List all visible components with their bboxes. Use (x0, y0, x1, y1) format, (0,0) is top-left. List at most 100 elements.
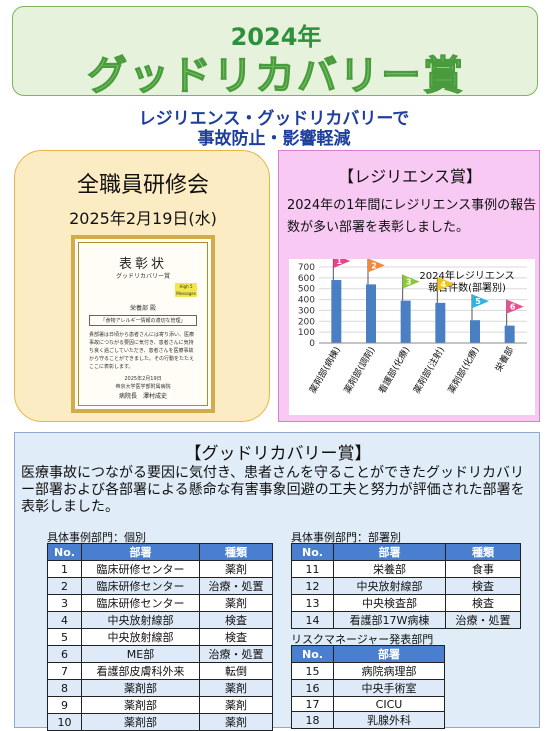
y-tick-label: 700 (298, 263, 315, 273)
cell-no: 8 (47, 679, 82, 697)
cell-no: 7 (47, 662, 82, 680)
chart-bar (504, 325, 515, 343)
col-dept: 部署 (333, 543, 446, 561)
y-tick-label: 200 (298, 317, 315, 327)
x-tick-label: 薬剤部(病棟) (307, 345, 343, 396)
table-row: 11 栄養部 食事 (291, 560, 521, 578)
certificate-date: 2025年2月19日 (124, 376, 162, 382)
table-row: 6 ME部 治療・処置 (47, 645, 273, 663)
chart-bar (366, 284, 376, 343)
cell-no: 12 (291, 577, 334, 595)
cell-dept: 臨床研修センター (81, 560, 200, 578)
x-tick-label: 看護部(化療) (376, 345, 412, 396)
cell-dept: 看護部17W病棟 (333, 611, 446, 629)
chart-bar (470, 320, 480, 343)
rank-flag (437, 276, 455, 291)
cell-type: 薬剤 (199, 560, 273, 578)
table-row: 12 中央放射線部 検査 (291, 577, 521, 595)
cell-no: 16 (291, 679, 334, 697)
table-row: 7 看護部皮膚科外来 転倒 (47, 662, 273, 680)
chart-bar (331, 280, 342, 343)
cell-type: 検査 (445, 577, 521, 595)
cell-type: 治療・処置 (199, 645, 273, 663)
cell-dept: 病院病理部 (333, 662, 445, 680)
y-tick-label: 600 (298, 274, 315, 284)
cell-dept: 中央放射線部 (333, 577, 446, 595)
training-title: 全職員研修会 (76, 173, 209, 198)
chart-bar (435, 302, 446, 343)
col-dept: 部署 (81, 543, 200, 561)
resilience-chart: 0 100 200 300 400 500 600 700 2024年レジリエンス報告件数(部署… (289, 254, 535, 415)
cell-type: 検査 (445, 594, 521, 612)
cell-no: 9 (47, 696, 82, 714)
rank-flag (472, 294, 489, 309)
rank-label: 2 (371, 261, 377, 270)
x-tick-label: 薬剤部(調剤) (341, 345, 377, 396)
page-title: グッドリカバリー賞 (87, 53, 465, 100)
certificate-subtitle: グッドリカバリー賞 (115, 273, 170, 280)
x-tick-label: 栄養部 (492, 345, 516, 374)
cell-no: 2 (47, 577, 82, 595)
riskmanager-table-label: リスクマネージャー発表部門 (291, 633, 434, 646)
certificate-stamp: High 5 Messages (175, 283, 197, 297)
rank-flag (506, 299, 524, 314)
col-no: No. (291, 543, 334, 561)
chart-title-line1: 2024年レジリエンス (419, 269, 514, 282)
training-panel: 全職員研修会 2025年2月19日(水) 表彰状 グッドリカバリー賞 High … (14, 150, 270, 422)
col-dept: 部署 (333, 645, 445, 663)
cell-no: 3 (47, 594, 82, 612)
col-no: No. (47, 543, 82, 561)
department-table: No. 部署 種類 11 栄養部 食事 12 中央放射線部 検査 13 中央検査部 検査 14 看護… (291, 543, 521, 629)
cell-dept: 薬剤部 (81, 696, 200, 714)
certificate-image: 表彰状 グッドリカバリー賞 High 5 Messages 栄養部 殿 「食物ア… (71, 235, 215, 413)
cell-dept: 薬剤部 (81, 713, 200, 731)
cell-type: 薬剤 (199, 696, 273, 714)
cell-no: 17 (291, 696, 334, 712)
cell-dept: 中央検査部 (333, 594, 446, 612)
resilience-title: 【レジリエンス賞】 (338, 167, 482, 186)
cell-dept: 臨床研修センター (81, 577, 200, 595)
subtitle-line2: 事故防止・影響軽減 (197, 129, 351, 149)
y-tick-label: 100 (298, 328, 315, 338)
goodrecovery-description: 医療事故につながる要因に気付き、患者さんを守ることができたグッドリカバリー部署お… (21, 465, 525, 515)
resilience-panel: 【レジリエンス賞】 2024年の1年間にレジリエンス事例の報告数が多い部署を表彰… (278, 150, 540, 422)
table-row: 3 臨床研修センター 薬剤 (47, 594, 273, 612)
header-banner: 2024年 グッドリカバリー賞 (12, 6, 538, 100)
cell-type: 検査 (199, 628, 273, 646)
training-date: 2025年2月19日(水) (69, 209, 217, 228)
department-table-label: 具体事例部門：部署別 (291, 531, 401, 544)
x-tick-label: 薬剤部(化療) (445, 345, 481, 396)
y-tick-label: 400 (298, 296, 315, 306)
riskmanager-table: No. 部署 15 病院病理部 16 中央手術室 17 CICU 18 乳腺外科 (291, 645, 445, 729)
cell-dept: CICU (333, 696, 445, 712)
table-row: 1 臨床研修センター 薬剤 (47, 560, 273, 578)
cell-dept: 中央放射線部 (81, 628, 200, 646)
cell-type: 転倒 (199, 662, 273, 680)
col-no: No. (291, 645, 334, 663)
cell-type: 薬剤 (199, 679, 273, 697)
certificate-org: 帝京大学医学部附属病院 (115, 384, 171, 390)
cell-no: 13 (291, 594, 334, 612)
cell-dept: 看護部皮膚科外来 (81, 662, 200, 680)
cell-no: 1 (47, 560, 82, 578)
col-type: 種類 (445, 543, 521, 561)
y-tick-label: 0 (309, 339, 315, 349)
goodrecovery-title: 【グッドリカバリー賞】 (184, 444, 372, 464)
table-row: 14 看護部17W病棟 治療・処置 (291, 611, 521, 629)
cell-no: 5 (47, 628, 82, 646)
goodrecovery-panel: 【グッドリカバリー賞】 医療事故につながる要因に気付き、患者さんを守ることができ… (14, 432, 540, 731)
rank-label: 4 (441, 280, 447, 289)
chart-bar (400, 300, 411, 343)
cell-dept: 乳腺外科 (333, 711, 445, 729)
rank-flag (368, 258, 385, 273)
resilience-description: 2024年の1年間にレジリエンス事例の報告数が多い部署を表彰しました。 (287, 198, 537, 235)
y-tick-label: 300 (298, 306, 315, 316)
individual-table: No. 部署 種類 1 臨床研修センター 薬剤 2 臨床研修センター 治療・処置 3 臨床研修… (47, 543, 273, 731)
cell-type: 治療・処置 (199, 577, 273, 595)
header-year: 2024年 (230, 23, 322, 51)
cell-type: 薬剤 (199, 713, 273, 731)
cell-no: 10 (47, 713, 82, 731)
table-row: 9 薬剤部 薬剤 (47, 696, 273, 714)
cell-dept: 薬剤部 (81, 679, 200, 697)
